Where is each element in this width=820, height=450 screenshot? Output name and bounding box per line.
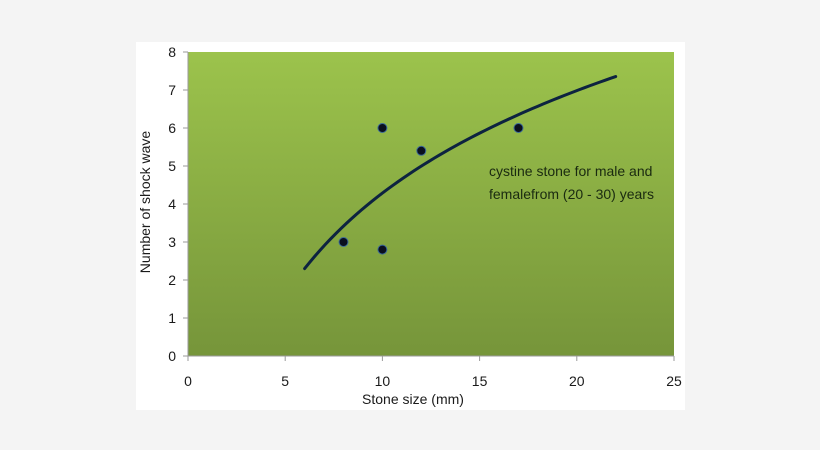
data-point — [377, 244, 388, 255]
data-point — [377, 123, 388, 133]
plot-area — [188, 52, 674, 356]
x-tick-label: 25 — [666, 373, 682, 389]
y-tick-label: 2 — [168, 272, 176, 288]
y-tick-label: 8 — [168, 44, 176, 60]
data-point — [416, 145, 427, 156]
y-tick-label: 6 — [168, 120, 176, 136]
x-axis-title: Stone size (mm) — [362, 391, 464, 407]
data-point — [513, 123, 524, 133]
y-tick-label: 0 — [168, 348, 176, 364]
scatter-chart: 0 1 2 3 4 5 6 7 8 0 5 10 15 20 25 cystine stone for m… — [137, 44, 682, 407]
y-tick-label: 4 — [168, 196, 176, 212]
x-tick-label: 10 — [375, 373, 391, 389]
chart-panel: 0 1 2 3 4 5 6 7 8 0 5 10 15 20 25 cystine stone for m… — [136, 42, 685, 410]
y-tick-label: 7 — [168, 82, 176, 98]
x-tick-label: 5 — [281, 373, 289, 389]
y-axis: 0 1 2 3 4 5 6 7 8 — [168, 44, 189, 364]
x-tick-label: 15 — [472, 373, 488, 389]
x-tick-label: 20 — [569, 373, 585, 389]
data-point — [338, 237, 349, 247]
annotation-line-2: femalefrom (20 - 30) years — [489, 186, 654, 202]
y-tick-label: 5 — [168, 158, 176, 174]
y-tick-label: 3 — [168, 234, 176, 250]
annotation-line-1: cystine stone for male and — [489, 163, 652, 179]
y-axis-title: Number of shock wave — [137, 131, 153, 274]
x-tick-label: 0 — [184, 373, 192, 389]
chart-annotation: cystine stone for male and femalefrom (2… — [489, 163, 656, 202]
data-points — [338, 123, 524, 255]
y-tick-label: 1 — [168, 310, 176, 326]
trendline — [303, 75, 618, 271]
x-axis: 0 5 10 15 20 25 — [184, 355, 682, 389]
